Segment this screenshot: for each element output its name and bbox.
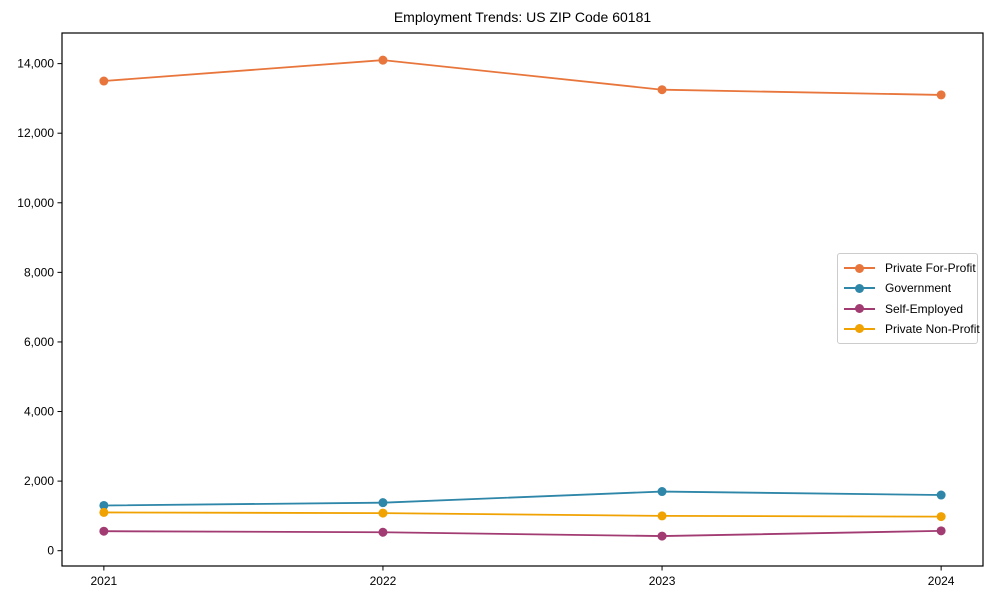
legend-sample-dot: [855, 283, 864, 293]
data-point-government: [936, 490, 946, 500]
data-point-self-employed: [99, 526, 109, 536]
data-point-government: [99, 500, 109, 510]
data-point-self-employed: [657, 531, 667, 541]
legend-sample-dot: [855, 304, 864, 314]
legend-label-government: Government: [885, 281, 952, 296]
legend-item-private-non-profit: Private Non-Profit: [844, 319, 980, 339]
y-tick-label: 4,000: [24, 405, 54, 419]
x-tick-label: 2022: [370, 574, 397, 588]
legend-item-private-for-profit: Private For-Profit: [844, 258, 976, 278]
data-point-government: [657, 487, 667, 497]
data-point-private-for-profit: [936, 90, 946, 100]
legend-sample-dot: [855, 263, 864, 273]
data-point-private-for-profit: [657, 85, 667, 95]
series-line-private-for-profit: [102, 59, 943, 96]
series-line-government: [102, 490, 943, 507]
y-tick-label: 10,000: [17, 196, 54, 210]
y-tick-label: 6,000: [24, 335, 54, 349]
plot-border: [61, 32, 984, 567]
data-point-self-employed: [936, 526, 946, 536]
data-point-private-non-profit: [99, 507, 109, 517]
legend-label-self-employed: Self-Employed: [885, 301, 964, 316]
legend: Private For-Profit Government Self-Employe…: [837, 253, 980, 344]
data-point-self-employed: [378, 527, 388, 537]
y-tick-label: 8,000: [24, 265, 54, 279]
legend-marker-private-for-profit: [844, 263, 875, 273]
y-tick-label: 12,000: [17, 126, 54, 140]
data-point-private-non-profit: [378, 508, 388, 518]
series-line-private-non-profit: [102, 511, 943, 518]
x-tick-label: 2021: [91, 574, 118, 588]
legend-label-private-non-profit: Private Non-Profit: [885, 321, 980, 336]
legend-item-self-employed: Self-Employed: [844, 299, 975, 319]
x-tick-label: 2024: [928, 574, 955, 588]
series-line-self-employed: [102, 529, 943, 537]
data-point-government: [378, 498, 388, 508]
data-point-private-non-profit: [657, 511, 667, 521]
data-point-private-for-profit: [378, 55, 388, 65]
x-tick-label: 2023: [649, 574, 676, 588]
y-tick-label: 0: [47, 544, 54, 558]
data-point-private-non-profit: [936, 512, 946, 522]
legend-marker-self-employed: [844, 304, 875, 314]
legend-label-private-for-profit: Private For-Profit: [885, 261, 976, 276]
y-tick-label: 14,000: [17, 57, 54, 71]
legend-item-government: Government: [844, 278, 975, 298]
legend-sample-dot: [855, 324, 864, 334]
data-point-private-for-profit: [99, 76, 109, 86]
legend-marker-private-non-profit: [844, 324, 875, 334]
legend-marker-government: [844, 283, 875, 293]
chart-title: Employment Trends: US ZIP Code 60181: [393, 9, 652, 25]
y-tick-label: 2,000: [24, 474, 54, 488]
